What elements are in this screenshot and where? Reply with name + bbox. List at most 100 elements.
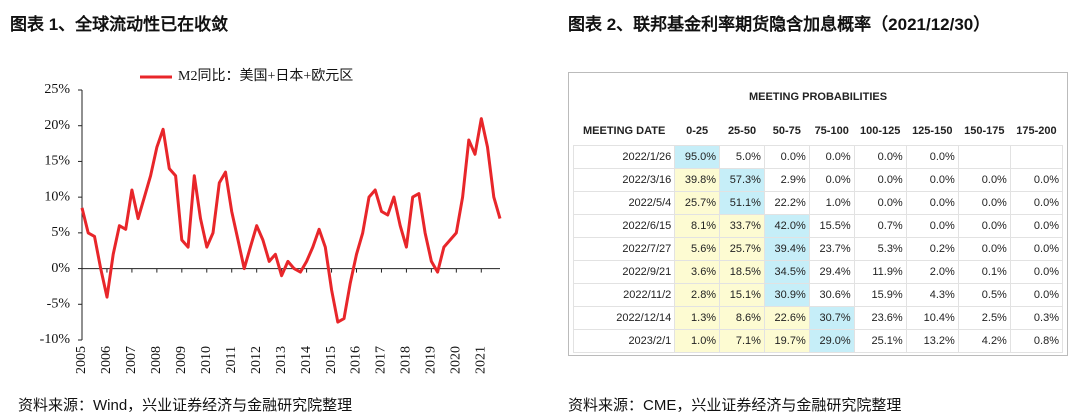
x-tick-label: 2009 (174, 346, 189, 374)
x-tick-label: 2015 (324, 346, 339, 374)
table-cell: 0.2% (905, 237, 959, 261)
y-tick-label: 20% (44, 118, 70, 133)
y-tick-label: 25% (44, 82, 70, 97)
table-cell: 95.0% (674, 145, 721, 169)
table-cell: 34.5% (763, 260, 810, 284)
table-cell: 2.5% (957, 306, 1011, 330)
table-cell: 57.3% (719, 168, 765, 192)
table-cell: 0.7% (853, 214, 907, 238)
table-cell: 2022/12/14 (572, 306, 676, 330)
y-tick-label: -5% (47, 297, 71, 312)
table-cell: 39.8% (674, 168, 721, 192)
table-cell: 0.0% (1009, 191, 1064, 215)
table-cell: 5.0% (719, 145, 765, 169)
table-cell: 18.5% (719, 260, 765, 284)
x-tick-label: 2020 (449, 346, 464, 374)
x-tick-label: 2016 (349, 346, 364, 374)
table-cell: 0.0% (1009, 168, 1064, 192)
table-cell: 0.1% (957, 260, 1011, 284)
table-row: 2022/1/26 95.0% 5.0% 0.0% 0.0% 0.0% 0.0% (572, 145, 1064, 169)
table-cell: 30.7% (808, 306, 855, 330)
table-cell: 13.2% (905, 329, 959, 353)
table: MEETING PROBABILITIES MEETING DATE 0-25 25-… (572, 77, 1064, 353)
table-cell: 22.6% (763, 306, 810, 330)
x-tick-label: 2018 (399, 346, 414, 374)
table-row: 2023/2/1 1.0% 7.1% 19.7% 29.0% 25.1% 13.2% 4.2%… (572, 329, 1064, 353)
table-cell: 0.0% (957, 191, 1011, 215)
table-caption: 图表 2、联邦基金利率期货隐含加息概率（2021/12/30） (568, 15, 991, 34)
table-cell: 0.0% (1009, 283, 1064, 307)
table-cell: 15.1% (719, 283, 765, 307)
column-header: 0-25 (686, 125, 709, 137)
x-tick-label: 2013 (274, 346, 289, 374)
table-cell: 2022/11/2 (572, 283, 676, 307)
table-cell: 23.6% (853, 306, 907, 330)
x-tick-label: 2019 (424, 346, 439, 374)
x-tick-label: 2007 (124, 346, 139, 374)
table-cell: 2.9% (763, 168, 810, 192)
table-cell: 0.3% (1009, 306, 1064, 330)
table-row: 2022/12/14 1.3% 8.6% 22.6% 30.7% 23.6% 10.4% 2.… (572, 306, 1064, 330)
table-cell: 29.0% (808, 329, 855, 353)
chart-source: 资料来源：Wind，兴业证券经济与金融研究院整理 (18, 397, 353, 414)
table-row: 2022/3/16 39.8% 57.3% 2.9% 0.0% 0.0% 0.0% 0.0% 0… (572, 168, 1064, 192)
table-row: 2022/9/21 3.6% 18.5% 34.5% 29.4% 11.9% 2.0% 0.1… (572, 260, 1064, 284)
table-cell: 0.0% (808, 145, 855, 169)
table-cell: 10.4% (905, 306, 959, 330)
x-tick-label: 2006 (99, 346, 114, 374)
table-row: 2022/6/15 8.1% 33.7% 42.0% 15.5% 0.7% 0.0% 0.0%… (572, 214, 1064, 238)
table-cell: 2023/2/1 (572, 329, 676, 353)
table-cell: 2022/5/4 (572, 191, 676, 215)
table-cell: 11.9% (853, 260, 907, 284)
table-cell: 5.6% (674, 237, 721, 261)
column-header: MEETING DATE (582, 125, 666, 137)
table-cell: 30.6% (808, 283, 855, 307)
table-cell: 51.1% (719, 191, 765, 215)
table-cell: 0.0% (853, 168, 907, 192)
table-cell: 22.2% (763, 191, 810, 215)
table-cell: 2022/6/15 (572, 214, 676, 238)
table-title: MEETING PROBABILITIES (748, 91, 888, 103)
x-tick-label: 2011 (224, 346, 239, 373)
table-cell: 0.0% (905, 214, 959, 238)
table-cell: 42.0% (763, 214, 810, 238)
table-cell: 2022/7/27 (572, 237, 676, 261)
table-row: 2022/11/2 2.8% 15.1% 30.9% 30.6% 15.9% 4.3% 0.5… (572, 283, 1064, 307)
table-cell: 8.1% (674, 214, 721, 238)
table-cell: 15.9% (853, 283, 907, 307)
table-cell (957, 145, 1011, 169)
table-cell: 0.0% (853, 191, 907, 215)
table-cell: 15.5% (808, 214, 855, 238)
table-cell (1009, 145, 1064, 169)
table-cell: 25.1% (853, 329, 907, 353)
table-row: 2022/7/27 5.6% 25.7% 39.4% 23.7% 5.3% 0.2% 0.0%… (572, 237, 1064, 261)
x-tick-label: 2014 (299, 346, 314, 374)
table-cell: 2022/3/16 (572, 168, 676, 192)
table-cell: 0.0% (957, 214, 1011, 238)
table-row: 2022/5/4 25.7% 51.1% 22.2% 1.0% 0.0% 0.0% 0.0% 0… (572, 191, 1064, 215)
chart: -10% -5% 0% 5% 10% 15% 20% 25% 2005 2006 2007 2008 2… (40, 68, 502, 374)
column-header: 50-75 (772, 125, 801, 137)
table-cell: 0.0% (905, 145, 959, 169)
y-tick-label: 10% (44, 189, 70, 204)
table-cell: 0.0% (957, 168, 1011, 192)
table-cell: 23.7% (808, 237, 855, 261)
table-cell: 0.5% (957, 283, 1011, 307)
table-cell: 0.0% (957, 237, 1011, 261)
table-cell: 8.6% (719, 306, 765, 330)
line-series (80, 117, 502, 324)
table-cell: 4.2% (957, 329, 1011, 353)
table-cell: 1.0% (808, 191, 855, 215)
table-cell: 25.7% (674, 191, 721, 215)
table-cell: 0.0% (1009, 237, 1064, 261)
table-cell: 1.0% (674, 329, 721, 353)
table-cell: 1.3% (674, 306, 721, 330)
column-header: 125-150 (912, 125, 953, 137)
column-header: 25-50 (727, 125, 757, 137)
x-tick-label: 2017 (374, 346, 389, 374)
table-cell: 0.0% (1009, 214, 1064, 238)
table-cell: 0.0% (905, 168, 959, 192)
table-cell: 0.0% (763, 145, 810, 169)
table-cell: 0.0% (808, 168, 855, 192)
table-cell: 33.7% (719, 214, 765, 238)
